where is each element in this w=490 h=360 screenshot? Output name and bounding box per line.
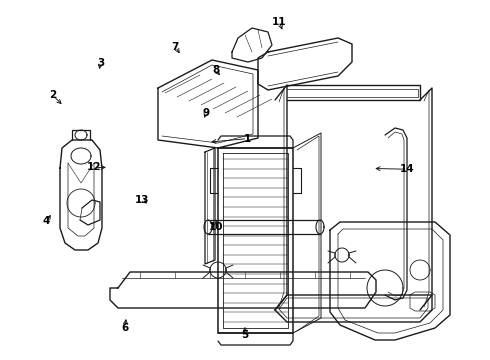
Text: 1: 1 [244, 134, 251, 144]
Text: 4: 4 [43, 216, 50, 226]
Text: 7: 7 [172, 42, 179, 52]
Text: 11: 11 [272, 17, 287, 27]
Text: 10: 10 [208, 222, 223, 232]
Text: 12: 12 [87, 162, 101, 172]
Text: 9: 9 [202, 108, 209, 118]
Text: 2: 2 [49, 90, 56, 100]
Text: 6: 6 [122, 323, 128, 333]
Text: 3: 3 [97, 58, 104, 68]
Text: 13: 13 [135, 195, 149, 205]
Text: 8: 8 [212, 65, 219, 75]
Text: 14: 14 [399, 164, 414, 174]
Text: 5: 5 [242, 330, 248, 340]
